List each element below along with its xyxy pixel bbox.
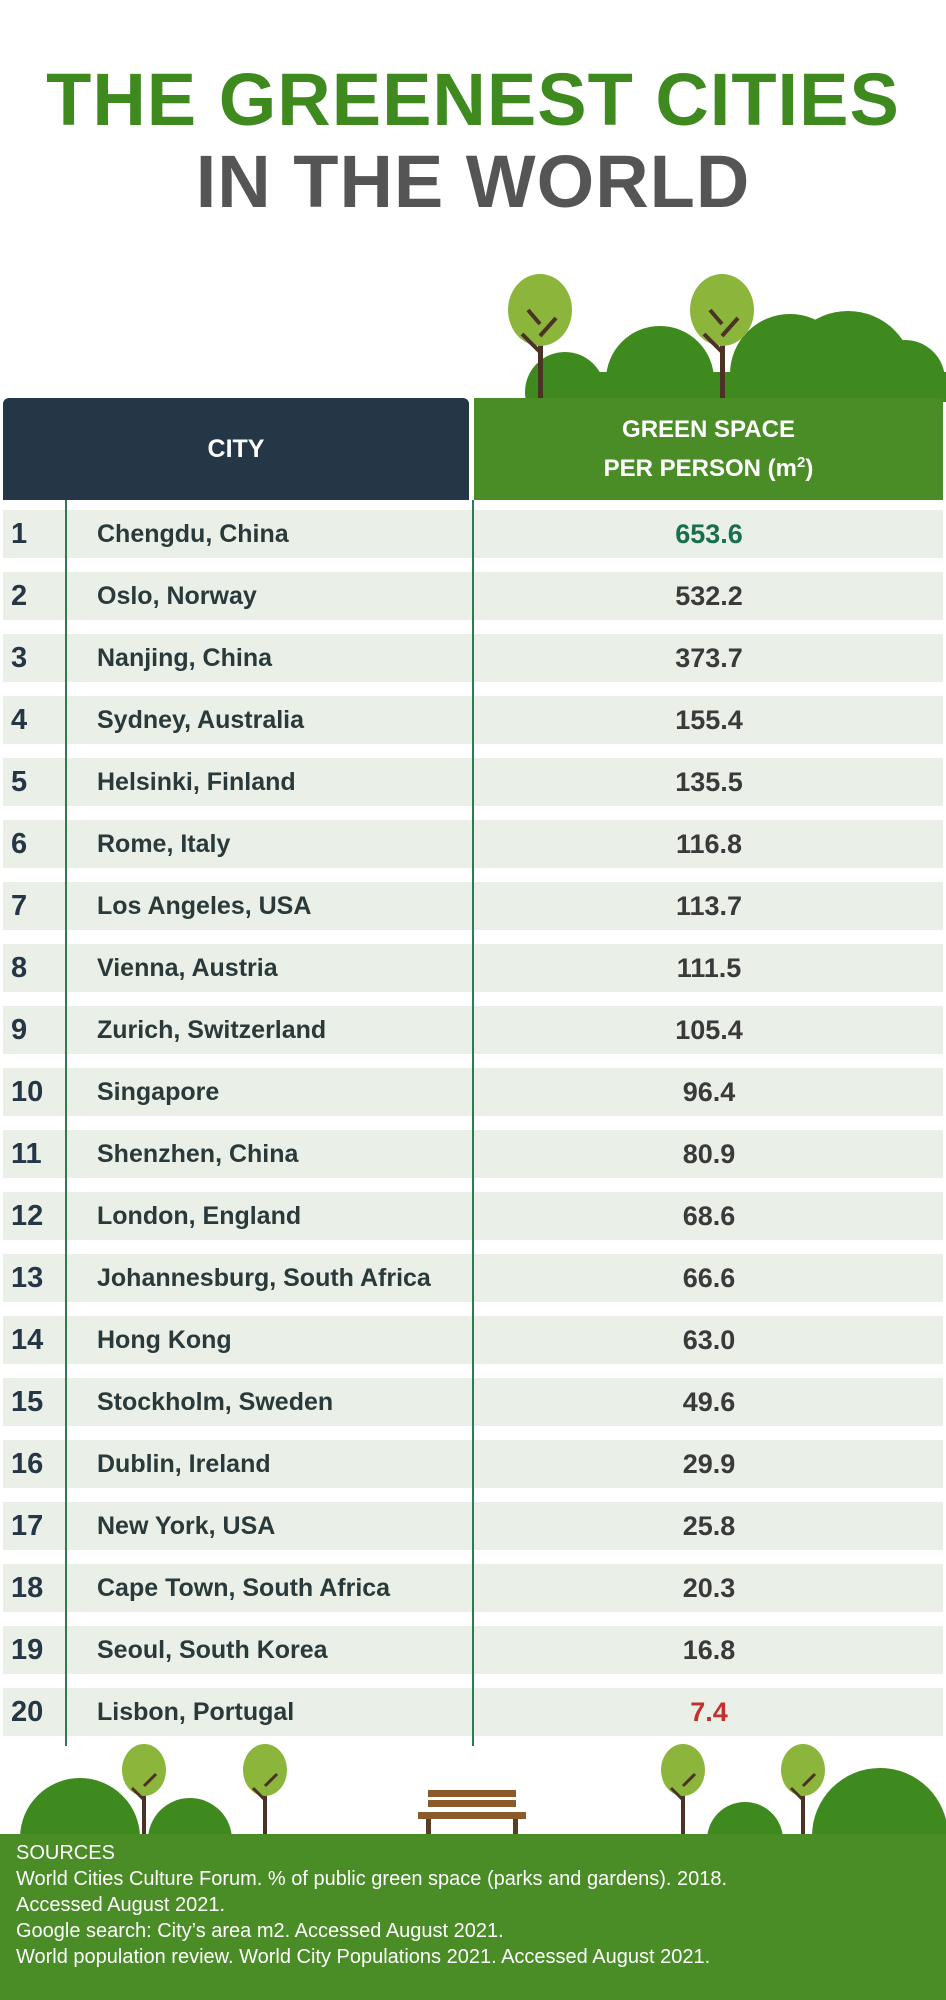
source-line: World population review. World City Popu…: [16, 1946, 711, 1968]
rank-cell: 5: [11, 766, 28, 798]
city-cell: Helsinki, Finland: [97, 768, 296, 796]
bush-icon: [20, 1768, 946, 1840]
bush-icon: [525, 311, 946, 402]
tree-icon: [508, 274, 572, 402]
rank-cell: 12: [11, 1200, 44, 1232]
city-cell: Seoul, South Korea: [97, 1636, 328, 1664]
value-cell: 532.2: [675, 581, 743, 611]
value-cell: 653.6: [675, 519, 743, 549]
value-cell: 20.3: [682, 1573, 736, 1603]
value-cell: 80.9: [682, 1139, 736, 1169]
rank-cell: 1: [11, 518, 28, 550]
rank-cell: 14: [11, 1324, 44, 1356]
city-cell: Sydney, Australia: [97, 706, 305, 734]
city-cell: Rome, Italy: [97, 830, 231, 858]
value-cell: 113.7: [675, 891, 743, 921]
source-line: Accessed August 2021.: [16, 1894, 226, 1916]
city-cell: Cape Town, South Africa: [97, 1574, 391, 1602]
city-cell: Oslo, Norway: [97, 582, 257, 610]
column-header-green-space: GREEN SPACE PER PERSON (m2): [474, 398, 943, 500]
rank-cell: 3: [11, 642, 28, 674]
city-cell: Dublin, Ireland: [97, 1450, 271, 1478]
value-cell: 111.5: [676, 953, 742, 983]
bottom-park-illustration: [20, 1744, 946, 1840]
value-cell: 68.6: [682, 1201, 736, 1231]
rank-cell: 15: [11, 1386, 44, 1418]
value-cell: 96.4: [682, 1077, 736, 1107]
rank-cell: 13: [11, 1262, 44, 1294]
city-cell: Zurich, Switzerland: [97, 1016, 327, 1044]
city-cell: Los Angeles, USA: [97, 892, 312, 920]
tree-icon: [661, 1744, 705, 1840]
tree-icon: [690, 274, 754, 402]
city-cell: London, England: [97, 1202, 302, 1230]
bench-icon: [418, 1790, 526, 1837]
header-green-close: ): [805, 455, 814, 482]
city-cell: Vienna, Austria: [97, 954, 278, 982]
tree-icon: [243, 1744, 287, 1840]
rank-cell: 11: [11, 1138, 42, 1170]
rank-cell: 9: [11, 1014, 28, 1046]
city-cell: Johannesburg, South Africa: [97, 1264, 431, 1292]
city-cell: Lisbon, Portugal: [97, 1698, 295, 1726]
sources-heading: SOURCES: [16, 1842, 115, 1864]
value-cell: 116.8: [675, 829, 743, 859]
city-cell: New York, USA: [97, 1512, 276, 1540]
rank-cell: 7: [11, 890, 28, 922]
city-cell: Shenzhen, China: [97, 1140, 299, 1168]
rank-cell: 8: [11, 952, 28, 984]
rank-cell: 16: [11, 1448, 44, 1480]
rank-cell: 19: [11, 1634, 44, 1666]
city-cell: Chengdu, China: [97, 520, 289, 548]
header-city-label: CITY: [207, 434, 265, 463]
header-green-line-1: GREEN SPACE: [622, 416, 795, 443]
rank-cell: 20: [11, 1696, 44, 1728]
tree-icon: [122, 1744, 166, 1840]
value-cell: 63.0: [682, 1325, 736, 1355]
rank-cell: 6: [11, 828, 28, 860]
header-green-sup: 2: [797, 454, 806, 471]
header-green-unit: PER PERSON (m: [603, 455, 798, 482]
sources-panel: SOURCES World Cities Culture Forum. % of…: [0, 1834, 946, 2000]
value-cell: 16.8: [682, 1635, 736, 1665]
city-cell: Stockholm, Sweden: [97, 1388, 334, 1416]
value-cell: 373.7: [675, 643, 743, 673]
title-line-1: THE GREENEST CITIES: [46, 58, 900, 141]
value-cell: 7.4: [690, 1697, 728, 1727]
header-green-line-2: PER PERSON (m2): [604, 446, 814, 485]
table-row: 13 Johannesburg, South Africa 66.6: [3, 1254, 943, 1302]
rank-cell: 18: [11, 1572, 44, 1604]
value-cell: 29.9: [682, 1449, 736, 1479]
value-divider: [472, 500, 474, 1746]
value-cell: 66.6: [682, 1263, 736, 1293]
source-line: Google search: City’s area m2. Accessed …: [16, 1920, 504, 1942]
rank-divider: [65, 500, 67, 1746]
value-cell: 155.4: [675, 705, 743, 735]
city-cell: Hong Kong: [97, 1326, 232, 1354]
rank-cell: 17: [11, 1510, 44, 1542]
value-cell: 25.8: [682, 1511, 736, 1541]
rank-cell: 4: [11, 704, 28, 736]
value-cell: 105.4: [675, 1015, 743, 1045]
tree-icon: [781, 1744, 825, 1840]
rank-cell: 10: [11, 1076, 44, 1108]
top-trees-illustration: [508, 274, 946, 402]
city-cell: Nanjing, China: [97, 644, 272, 672]
title-line-2: IN THE WORLD: [195, 140, 751, 223]
source-line: World Cities Culture Forum. % of public …: [16, 1868, 728, 1890]
rank-cell: 2: [11, 580, 28, 612]
value-cell: 49.6: [682, 1387, 736, 1417]
city-cell: Singapore: [97, 1078, 220, 1106]
value-cell: 135.5: [675, 767, 743, 797]
column-header-city: CITY: [3, 398, 469, 500]
